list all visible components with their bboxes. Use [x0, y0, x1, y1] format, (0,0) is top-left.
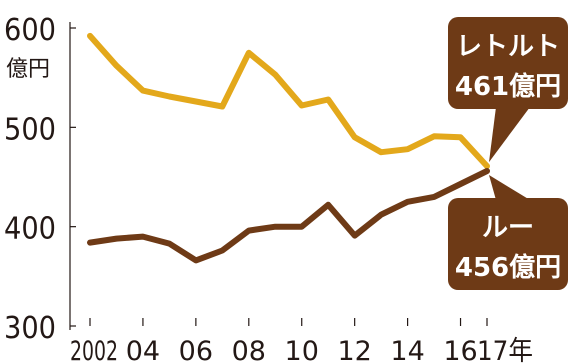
callout-box [448, 17, 568, 109]
x-tick-label: 10 [285, 336, 319, 363]
x-tick-label: 12 [337, 336, 371, 363]
callout-value: 456億円 [455, 253, 561, 283]
y-unit-label: 億円 [6, 57, 50, 82]
x-tick-label: 2002 [70, 336, 118, 363]
callout-roux: ルー 456億円 [448, 175, 568, 290]
callout-tail [489, 107, 530, 163]
series-line-retort [87, 32, 490, 170]
axes: 300 400 500 600 億円 2002 04 06 08 10 12 14 16 17年 [4, 13, 533, 363]
callout-value: 461億円 [455, 72, 561, 102]
y-tick-label: 400 [4, 212, 56, 247]
y-tick-label: 300 [4, 311, 56, 346]
callout-tail [489, 175, 530, 200]
y-tick-label: 600 [4, 13, 56, 48]
x-tick-label: 14 [390, 336, 424, 363]
x-tick-label: 16 [443, 336, 477, 363]
x-tick-label: 17年 [477, 336, 533, 363]
series-layer [87, 32, 490, 264]
series-line-roux [87, 168, 490, 264]
callout-box [448, 198, 568, 290]
x-tick-label: 04 [126, 336, 160, 363]
callout-retort: レトルト 461億円 [448, 17, 568, 163]
callout-label: レトルト [456, 32, 560, 62]
callout-label: ルー [482, 213, 534, 243]
y-tick-label: 500 [4, 112, 56, 147]
x-tick-label: 08 [232, 336, 266, 363]
x-tick-label: 06 [179, 336, 213, 363]
